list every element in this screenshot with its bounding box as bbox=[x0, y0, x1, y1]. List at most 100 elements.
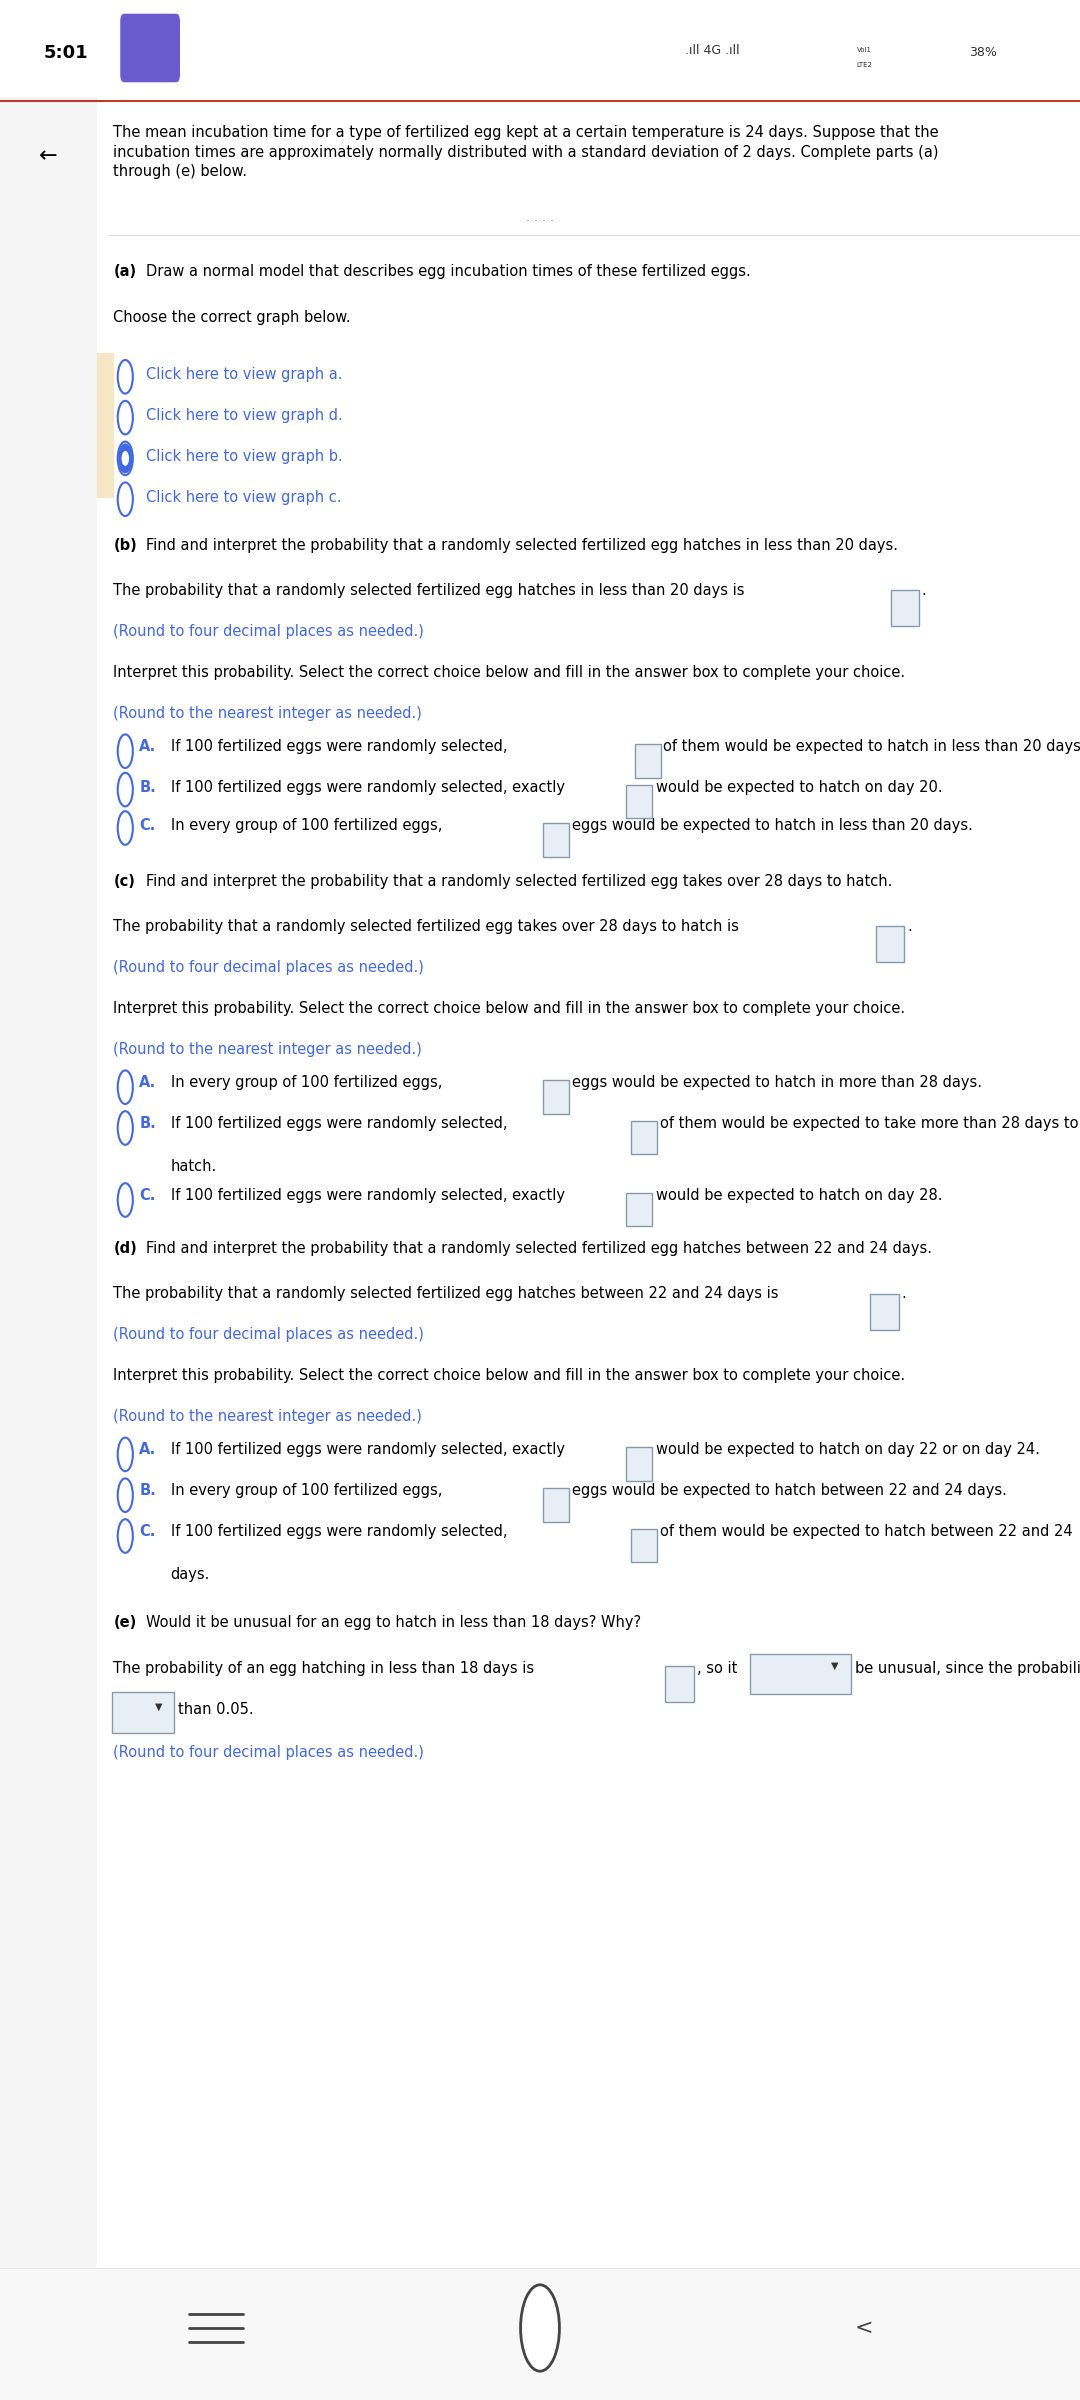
FancyBboxPatch shape bbox=[543, 1080, 569, 1114]
Text: 5:01: 5:01 bbox=[43, 43, 87, 62]
FancyBboxPatch shape bbox=[750, 1654, 851, 1694]
Text: would be expected to hatch on day 28.: would be expected to hatch on day 28. bbox=[656, 1188, 942, 1202]
FancyBboxPatch shape bbox=[626, 1447, 652, 1481]
Bar bbox=[0, 0, 1080, 96]
Text: <: < bbox=[854, 2318, 874, 2338]
Text: (c): (c) bbox=[113, 874, 135, 888]
Text: (a): (a) bbox=[113, 264, 136, 278]
FancyBboxPatch shape bbox=[121, 14, 179, 82]
FancyBboxPatch shape bbox=[543, 823, 569, 857]
Text: hatch.: hatch. bbox=[171, 1159, 217, 1174]
Text: 38%: 38% bbox=[969, 46, 997, 60]
Text: would be expected to hatch on day 22 or on day 24.: would be expected to hatch on day 22 or … bbox=[656, 1442, 1039, 1457]
Text: If 100 fertilized eggs were randomly selected, exactly: If 100 fertilized eggs were randomly sel… bbox=[171, 1188, 565, 1202]
Text: of them would be expected to hatch between 22 and 24: of them would be expected to hatch betwe… bbox=[660, 1524, 1072, 1538]
FancyBboxPatch shape bbox=[631, 1121, 657, 1154]
Text: In every group of 100 fertilized eggs,: In every group of 100 fertilized eggs, bbox=[171, 818, 442, 833]
Text: If 100 fertilized eggs were randomly selected,: If 100 fertilized eggs were randomly sel… bbox=[171, 1116, 508, 1130]
Text: A.: A. bbox=[139, 1075, 157, 1090]
FancyBboxPatch shape bbox=[626, 1193, 652, 1226]
Text: Click here to view graph a.: Click here to view graph a. bbox=[146, 367, 342, 382]
FancyBboxPatch shape bbox=[112, 1692, 174, 1733]
Circle shape bbox=[122, 451, 129, 466]
Text: days.: days. bbox=[171, 1567, 210, 1582]
Text: (Round to four decimal places as needed.): (Round to four decimal places as needed.… bbox=[113, 960, 424, 974]
Circle shape bbox=[118, 482, 133, 516]
Text: .: . bbox=[907, 919, 912, 934]
Text: If 100 fertilized eggs were randomly selected, exactly: If 100 fertilized eggs were randomly sel… bbox=[171, 1442, 565, 1457]
Text: Draw a normal model that describes egg incubation times of these fertilized eggs: Draw a normal model that describes egg i… bbox=[146, 264, 751, 278]
Text: Find and interpret the probability that a randomly selected fertilized egg hatch: Find and interpret the probability that … bbox=[146, 538, 897, 552]
Text: B.: B. bbox=[139, 780, 157, 794]
Text: (d): (d) bbox=[113, 1241, 137, 1255]
Text: The mean incubation time for a type of fertilized egg kept at a certain temperat: The mean incubation time for a type of f… bbox=[113, 125, 939, 180]
Text: The probability that a randomly selected fertilized egg hatches in less than 20 : The probability that a randomly selected… bbox=[113, 583, 745, 598]
Text: of them would be expected to hatch in less than 20 days.: of them would be expected to hatch in le… bbox=[663, 739, 1080, 754]
Text: In every group of 100 fertilized eggs,: In every group of 100 fertilized eggs, bbox=[171, 1075, 442, 1090]
Circle shape bbox=[118, 1183, 133, 1217]
Text: B.: B. bbox=[139, 1116, 157, 1130]
Text: Find and interpret the probability that a randomly selected fertilized egg takes: Find and interpret the probability that … bbox=[146, 874, 892, 888]
Text: ▼: ▼ bbox=[154, 1702, 162, 1711]
Text: .: . bbox=[902, 1286, 906, 1301]
Circle shape bbox=[118, 773, 133, 806]
Text: Click here to view graph c.: Click here to view graph c. bbox=[146, 490, 341, 504]
FancyBboxPatch shape bbox=[870, 1294, 899, 1330]
Text: (Round to the nearest integer as needed.): (Round to the nearest integer as needed.… bbox=[113, 706, 422, 720]
Text: be unusual, since the probability is: be unusual, since the probability is bbox=[855, 1661, 1080, 1675]
Text: eggs would be expected to hatch in less than 20 days.: eggs would be expected to hatch in less … bbox=[572, 818, 973, 833]
Text: · · · ·: · · · · bbox=[526, 216, 554, 228]
Text: C.: C. bbox=[139, 1524, 156, 1538]
Text: than 0.05.: than 0.05. bbox=[178, 1702, 254, 1716]
Text: Find and interpret the probability that a randomly selected fertilized egg hatch: Find and interpret the probability that … bbox=[146, 1241, 932, 1255]
Text: LTE2: LTE2 bbox=[856, 62, 872, 67]
Circle shape bbox=[118, 811, 133, 845]
Circle shape bbox=[521, 2285, 559, 2371]
FancyBboxPatch shape bbox=[876, 926, 904, 962]
FancyBboxPatch shape bbox=[665, 1666, 694, 1702]
Text: would be expected to hatch on day 20.: would be expected to hatch on day 20. bbox=[656, 780, 942, 794]
Circle shape bbox=[118, 360, 133, 394]
Text: The probability of an egg hatching in less than 18 days is: The probability of an egg hatching in le… bbox=[113, 1661, 535, 1675]
Text: A.: A. bbox=[139, 739, 157, 754]
Text: eggs would be expected to hatch in more than 28 days.: eggs would be expected to hatch in more … bbox=[572, 1075, 983, 1090]
Text: (Round to four decimal places as needed.): (Round to four decimal places as needed.… bbox=[113, 1745, 424, 1759]
Text: The probability that a randomly selected fertilized egg takes over 28 days to ha: The probability that a randomly selected… bbox=[113, 919, 740, 934]
Text: In every group of 100 fertilized eggs,: In every group of 100 fertilized eggs, bbox=[171, 1483, 442, 1498]
FancyBboxPatch shape bbox=[635, 744, 661, 778]
Bar bbox=[0, 2268, 1080, 2400]
Bar bbox=[97, 353, 113, 497]
Text: (Round to the nearest integer as needed.): (Round to the nearest integer as needed.… bbox=[113, 1042, 422, 1056]
Text: (b): (b) bbox=[113, 538, 137, 552]
Text: Choose the correct graph below.: Choose the correct graph below. bbox=[113, 310, 351, 324]
Text: .: . bbox=[921, 583, 926, 598]
Text: eggs would be expected to hatch between 22 and 24 days.: eggs would be expected to hatch between … bbox=[572, 1483, 1008, 1498]
Text: If 100 fertilized eggs were randomly selected,: If 100 fertilized eggs were randomly sel… bbox=[171, 1524, 508, 1538]
FancyBboxPatch shape bbox=[626, 785, 652, 818]
Text: Interpret this probability. Select the correct choice below and fill in the answ: Interpret this probability. Select the c… bbox=[113, 1001, 905, 1015]
Text: B.: B. bbox=[139, 1483, 157, 1498]
Text: If 100 fertilized eggs were randomly selected,: If 100 fertilized eggs were randomly sel… bbox=[171, 739, 508, 754]
Circle shape bbox=[118, 442, 133, 475]
Circle shape bbox=[118, 1111, 133, 1145]
Circle shape bbox=[119, 444, 132, 473]
Text: of them would be expected to take more than 28 days to: of them would be expected to take more t… bbox=[660, 1116, 1079, 1130]
Text: ▼: ▼ bbox=[831, 1661, 838, 1670]
Text: Interpret this probability. Select the correct choice below and fill in the answ: Interpret this probability. Select the c… bbox=[113, 1368, 905, 1382]
Text: The probability that a randomly selected fertilized egg hatches between 22 and 2: The probability that a randomly selected… bbox=[113, 1286, 779, 1301]
Text: If 100 fertilized eggs were randomly selected, exactly: If 100 fertilized eggs were randomly sel… bbox=[171, 780, 565, 794]
Text: Would it be unusual for an egg to hatch in less than 18 days? Why?: Would it be unusual for an egg to hatch … bbox=[146, 1615, 640, 1630]
Text: Click here to view graph b.: Click here to view graph b. bbox=[146, 449, 342, 463]
Text: ←: ← bbox=[39, 146, 58, 166]
Text: (Round to the nearest integer as needed.): (Round to the nearest integer as needed.… bbox=[113, 1409, 422, 1423]
Text: C.: C. bbox=[139, 818, 156, 833]
Circle shape bbox=[118, 1438, 133, 1471]
Text: (Round to four decimal places as needed.): (Round to four decimal places as needed.… bbox=[113, 624, 424, 638]
Circle shape bbox=[118, 1478, 133, 1512]
FancyBboxPatch shape bbox=[891, 590, 919, 626]
Text: , so it: , so it bbox=[697, 1661, 737, 1675]
Circle shape bbox=[118, 401, 133, 434]
Text: Vol1: Vol1 bbox=[856, 48, 872, 53]
Text: C.: C. bbox=[139, 1188, 156, 1202]
Text: Interpret this probability. Select the correct choice below and fill in the answ: Interpret this probability. Select the c… bbox=[113, 665, 905, 679]
